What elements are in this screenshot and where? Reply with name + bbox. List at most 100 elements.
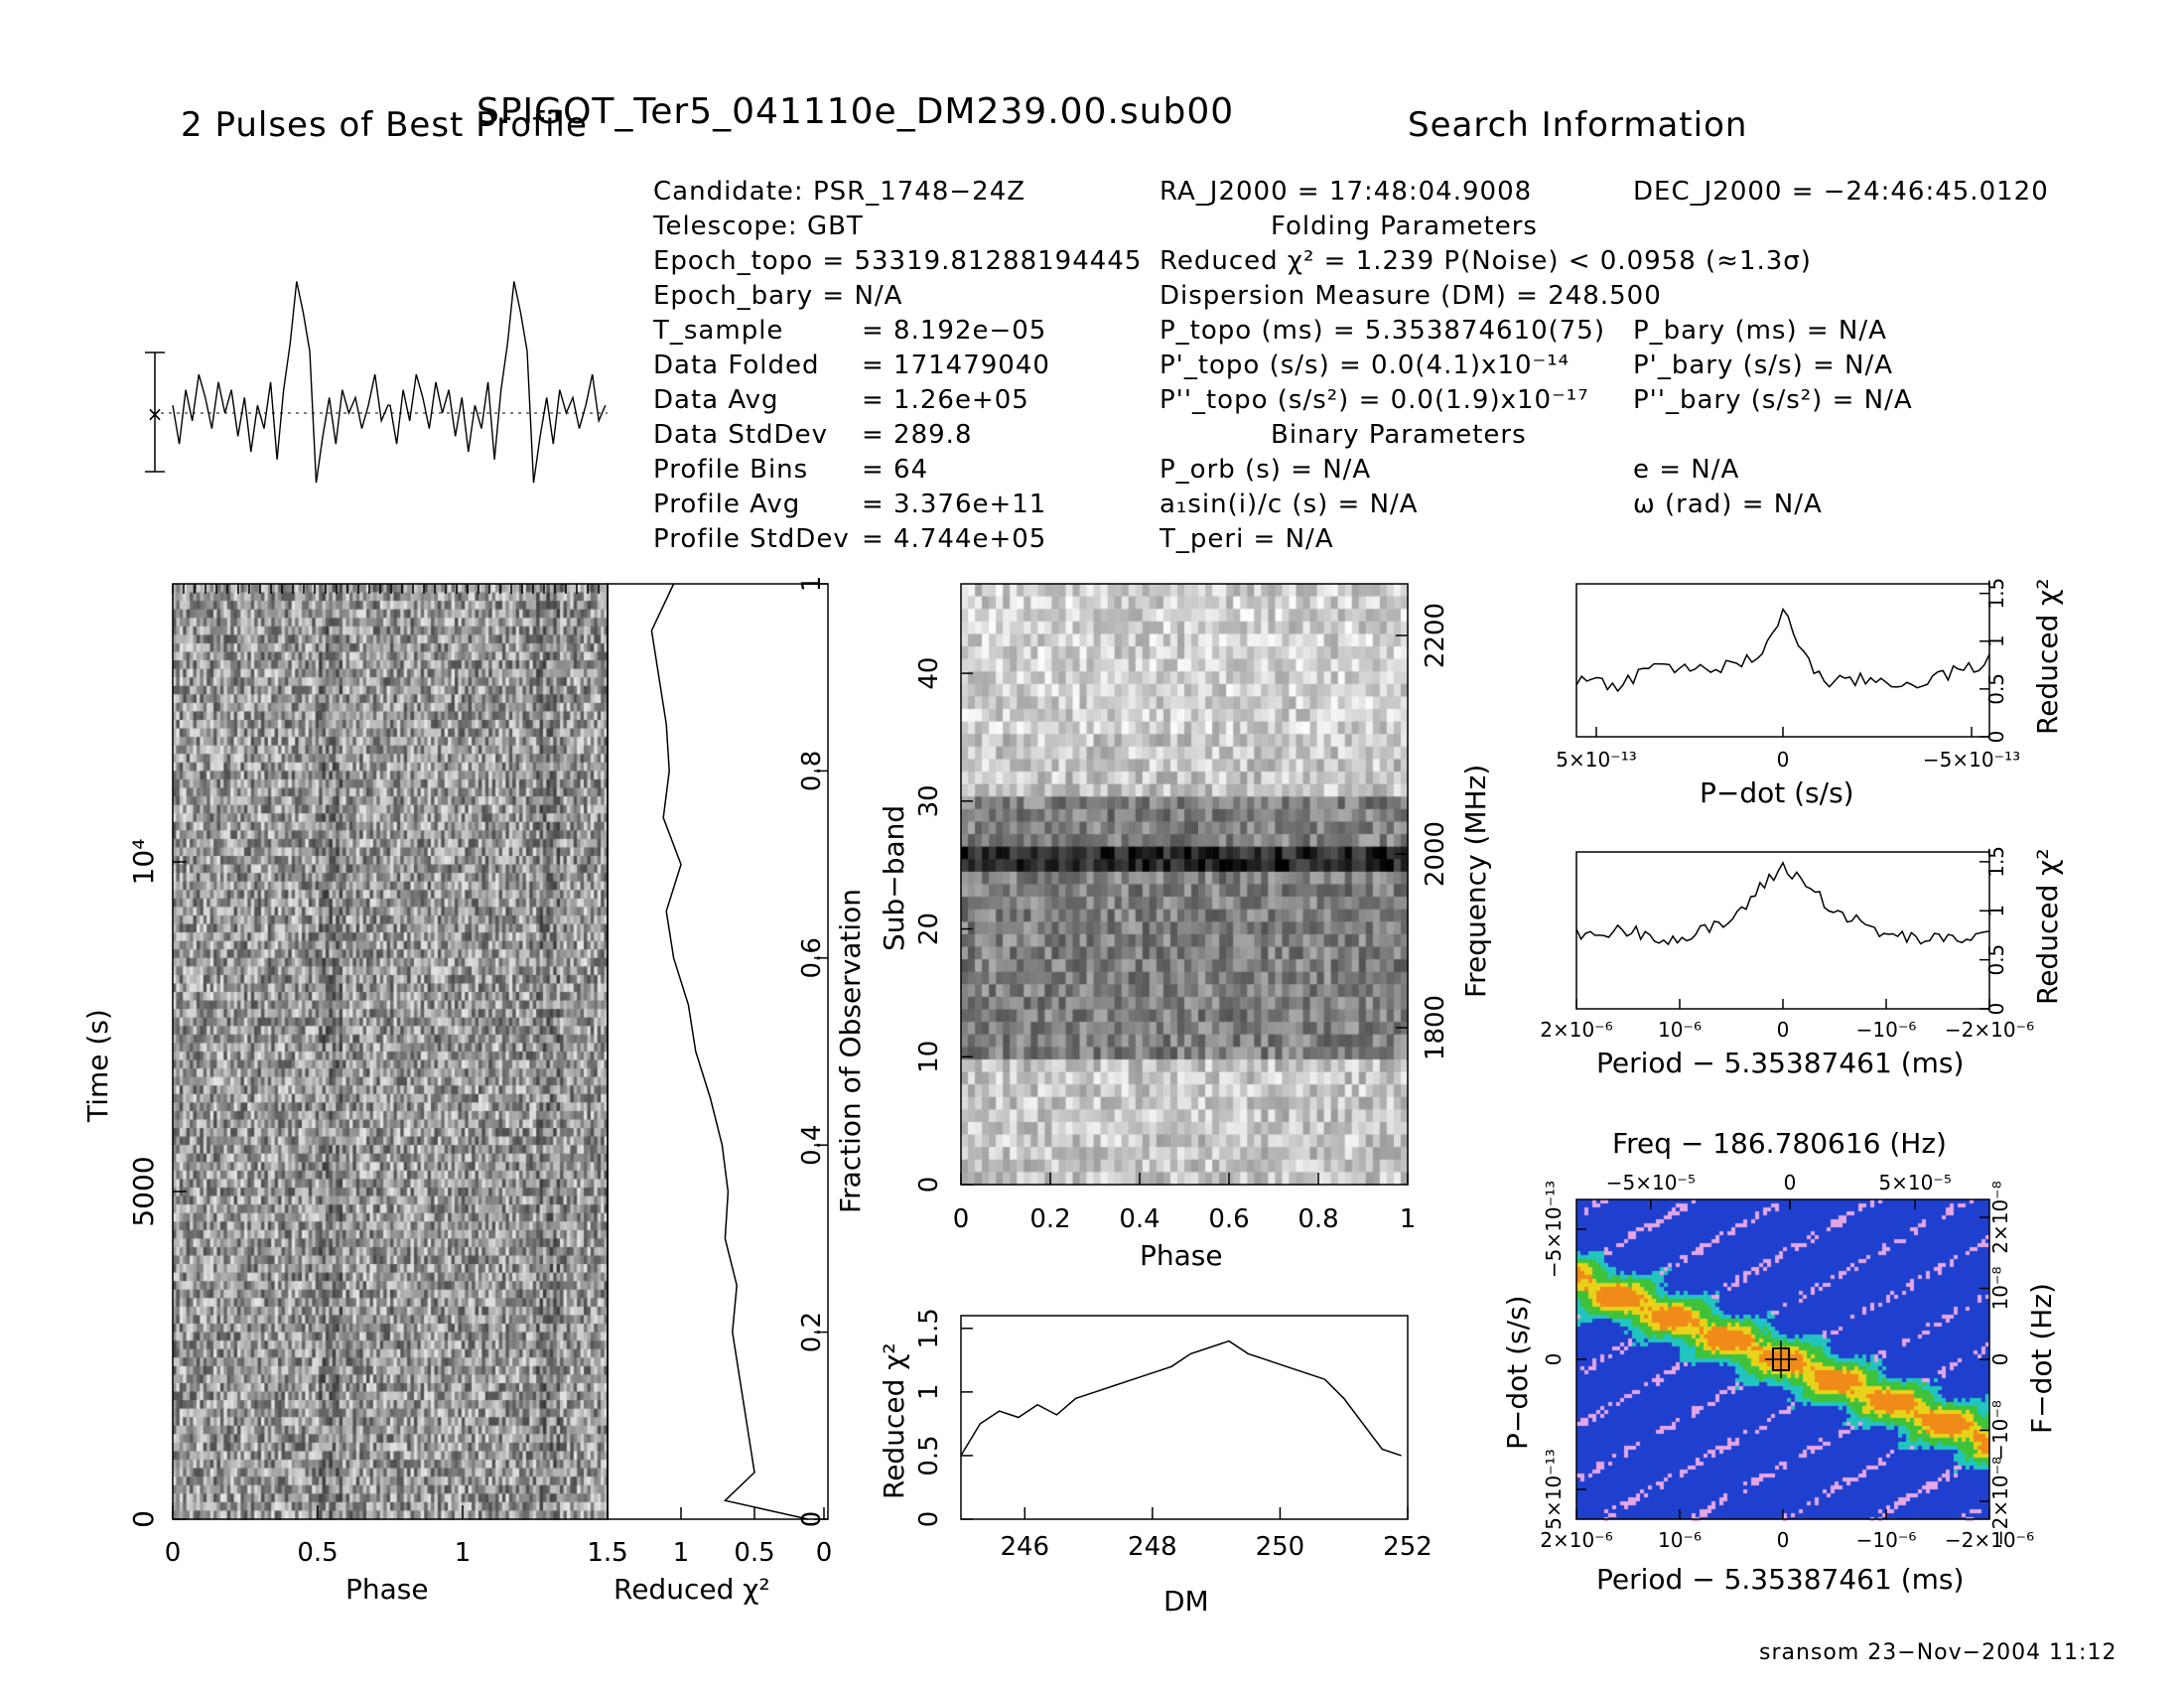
- col2-line: a₁sin(i)/c (s) = N/A: [1160, 490, 1419, 519]
- col1v-line: = 1.26e+05: [862, 385, 1029, 415]
- col2-line: P'_topo (s/s) = 0.0(4.1)x10⁻¹⁴: [1160, 351, 1570, 380]
- col3-line: P'_bary (s/s) = N/A: [1633, 351, 1894, 380]
- search-info-title: Search Information: [1408, 105, 1748, 145]
- col1-line: Telescope: GBT: [653, 211, 864, 241]
- map-top-tick-label: −5×10⁻⁵: [1606, 1171, 1696, 1195]
- map-top-tick-label: 5×10⁻⁵: [1878, 1171, 1952, 1195]
- map-rtick-label: 0: [1988, 1353, 2012, 1366]
- pdot-xtick-label: 0: [1777, 748, 1790, 772]
- chi-ytick-label: 0: [797, 1511, 827, 1528]
- sub-ytick-label: 10: [914, 1041, 944, 1073]
- main-xtick-label: 0.5: [297, 1538, 338, 1568]
- col1-line: Data Avg: [653, 385, 779, 415]
- col1v-line: = 64: [862, 455, 929, 485]
- sub-xtick-label: 0.2: [1029, 1204, 1070, 1234]
- sub-xtick-label: 0: [953, 1204, 970, 1234]
- col1-line: Profile Avg: [653, 490, 801, 519]
- col2-line: Dispersion Measure (DM) = 248.500: [1160, 281, 1662, 311]
- main-xlabel: Phase: [345, 1573, 429, 1606]
- dm-ytick-label: 1.5: [914, 1308, 944, 1348]
- dm-xtick-label: 250: [1256, 1532, 1305, 1562]
- footer-signature: sransom 23−Nov−2004 11:12: [1759, 1640, 2117, 1665]
- col3-line: P''_bary (s/s²) = N/A: [1633, 385, 1913, 415]
- map-ytick-label: 0: [1542, 1353, 1566, 1366]
- period-ytick-label: 0: [1984, 1003, 2008, 1016]
- main-xtick-label: 0: [165, 1538, 182, 1568]
- col2-line: T_peri = N/A: [1160, 524, 1334, 554]
- chi-ylabel: Fraction of Observation: [834, 888, 867, 1213]
- col3-line: e = N/A: [1633, 455, 1740, 485]
- sub-rtick-label: 1800: [1421, 995, 1450, 1060]
- errorbar-mark: ×: [147, 402, 164, 426]
- chi-ytick-label: 1: [797, 576, 827, 593]
- col3-line: DEC_J2000 = −24:46:45.0120: [1633, 177, 2049, 207]
- map-xtick-label: −10⁻⁶: [1856, 1528, 1917, 1552]
- pdot-frame: [1575, 583, 1990, 738]
- map-rtick-label: 10⁻⁸: [1988, 1266, 2012, 1310]
- period-xtick-label: 10⁻⁶: [1658, 1018, 1702, 1042]
- col1-line: Data Folded: [653, 351, 820, 380]
- map-rtick-label: −10⁻⁸: [1988, 1400, 2012, 1461]
- chi-time-line: [650, 583, 809, 1520]
- map-ylabel: P−dot (s/s): [1501, 1295, 1534, 1450]
- pdot-ytick-label: 1: [1984, 634, 2008, 647]
- period-frame: [1575, 851, 1990, 1010]
- sub-xtick-label: 0.8: [1297, 1204, 1338, 1234]
- col2-line: Binary Parameters: [1271, 420, 1527, 450]
- col1-line: Epoch_bary = N/A: [653, 281, 903, 311]
- col2-line: Folding Parameters: [1271, 211, 1538, 241]
- profile-line: [172, 281, 607, 484]
- chi-xtick-label: 1: [673, 1538, 690, 1568]
- map-top-label: Freq − 186.780616 (Hz): [1612, 1127, 1947, 1160]
- period-xtick-label: −2×10⁻⁶: [1945, 1018, 2034, 1042]
- chi-xtick-label: 1.5: [587, 1538, 627, 1568]
- sub-ytick-label: 0: [914, 1177, 944, 1194]
- chi-xtick-label: 0.5: [734, 1538, 774, 1568]
- profile-title: 2 Pulses of Best Profile: [181, 105, 588, 145]
- period-ytick-label: 1: [1984, 905, 2008, 917]
- dm-frame: [960, 1315, 1409, 1520]
- main-xtick-label: 1: [455, 1538, 472, 1568]
- pdot-xtick-label: 5×10⁻¹³: [1556, 748, 1637, 772]
- col3-line: P_bary (ms) = N/A: [1633, 316, 1887, 346]
- pdot-xtick-label: −5×10⁻¹³: [1923, 748, 2020, 772]
- col2-line: P_orb (s) = N/A: [1160, 455, 1372, 485]
- dm-ylabel: Reduced χ²: [878, 1342, 910, 1499]
- chi-panel-frame: [607, 583, 829, 1520]
- col1v-line: = 4.744e+05: [862, 524, 1047, 554]
- map-rtick-label: 2×10⁻⁸: [1988, 1181, 2012, 1254]
- main-ytick-label: 0: [127, 1510, 160, 1528]
- sub-ytick-label: 20: [914, 913, 944, 945]
- map-top-tick-label: 0: [1784, 1171, 1797, 1195]
- dm-ytick-label: 0.5: [914, 1435, 944, 1476]
- map-ytick-label: 5×10⁻¹³: [1542, 1449, 1566, 1530]
- pdot-ylabel: Reduced χ²: [2031, 578, 2064, 735]
- main-ytick-label: 5000: [127, 1156, 160, 1226]
- sub-xlabel: Phase: [1140, 1239, 1223, 1272]
- chi-xlabel: Reduced χ²: [614, 1573, 770, 1606]
- sub-xtick-label: 1: [1400, 1204, 1417, 1234]
- subband-frame: [960, 583, 1409, 1186]
- dm-xtick-label: 248: [1128, 1532, 1177, 1562]
- main-heatmap-frame: [172, 583, 609, 1520]
- col1-line: Epoch_topo = 53319.81288194445: [653, 246, 1143, 276]
- col1v-line: = 171479040: [862, 351, 1050, 380]
- map-rtick-label: −2×10⁻⁸: [1988, 1457, 2012, 1546]
- col1-line: Profile StdDev: [653, 524, 850, 554]
- dm-ytick-label: 0: [914, 1511, 944, 1528]
- period-xtick-label: −10⁻⁶: [1856, 1018, 1917, 1042]
- period-xtick-label: 2×10⁻⁶: [1540, 1018, 1613, 1042]
- map-xlabel: Period − 5.35387461 (ms): [1596, 1563, 1965, 1596]
- period-xtick-label: 0: [1777, 1018, 1790, 1042]
- map-xtick-label: −2×10⁻⁶: [1945, 1528, 2034, 1552]
- map-ytick-label: −5×10⁻¹³: [1542, 1181, 1566, 1278]
- period-xlabel: Period − 5.35387461 (ms): [1596, 1047, 1965, 1079]
- col1-line: Candidate: PSR_1748−24Z: [653, 177, 1026, 207]
- col2-line: P_topo (ms) = 5.353874610(75): [1160, 316, 1605, 346]
- dm-ytick-label: 1: [914, 1384, 944, 1401]
- col1v-line: = 8.192e−05: [862, 316, 1047, 346]
- sub-ytick-label: 30: [914, 784, 944, 817]
- sub-xtick-label: 0.4: [1119, 1204, 1160, 1234]
